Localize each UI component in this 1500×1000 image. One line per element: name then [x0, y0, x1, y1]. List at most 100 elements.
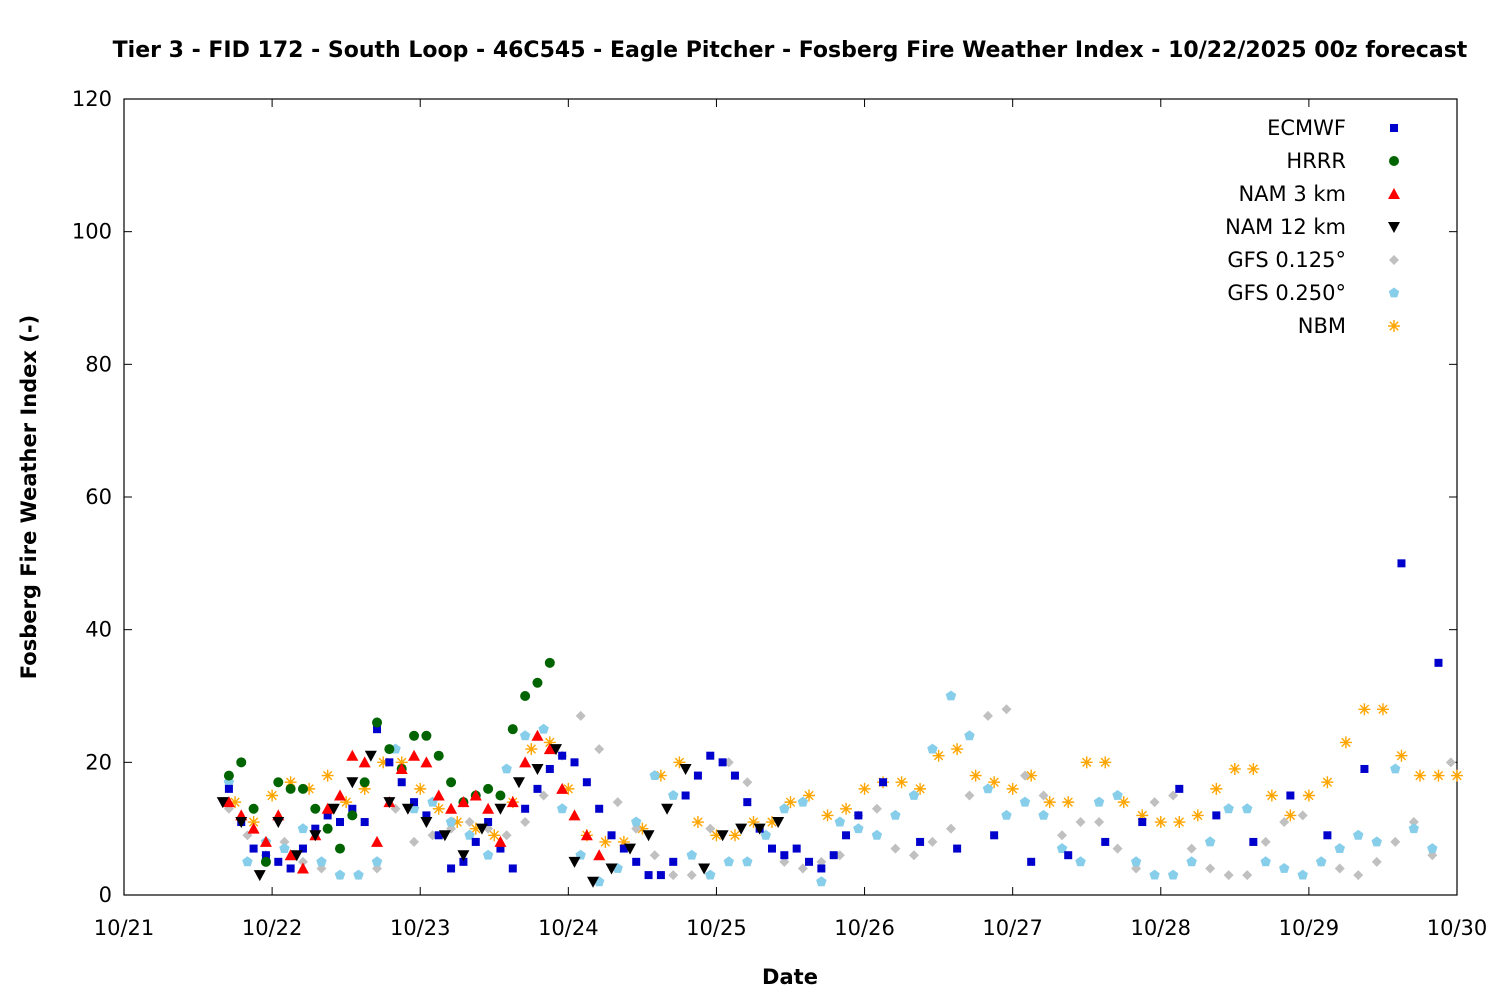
data-point [649, 850, 660, 861]
data-point [982, 783, 994, 794]
data-point [520, 817, 531, 828]
data-point [587, 876, 600, 888]
data-point [1427, 843, 1438, 853]
data-point [1168, 790, 1179, 801]
data-point [1360, 764, 1369, 773]
data-point [521, 804, 530, 813]
data-point [681, 791, 690, 800]
y-tick-label: 40 [85, 618, 112, 642]
data-point [575, 710, 586, 721]
data-point [644, 871, 653, 880]
data-point [797, 796, 809, 807]
series-gfs-0-125- [223, 704, 1456, 881]
data-point [1434, 658, 1443, 667]
data-point [1371, 856, 1382, 867]
data-point [1149, 797, 1160, 808]
data-point [484, 818, 493, 827]
x-tick-label: 10/21 [94, 916, 155, 940]
x-axis-label: Date [762, 965, 818, 989]
data-point [457, 850, 470, 862]
data-point [1297, 810, 1308, 821]
data-point [1080, 756, 1093, 769]
data-point [705, 869, 716, 880]
data-point [964, 730, 975, 741]
data-point [236, 757, 247, 768]
data-point [1321, 776, 1334, 789]
data-point [310, 803, 321, 814]
data-point [447, 864, 456, 873]
data-point [371, 856, 383, 867]
x-tick-label: 10/29 [1279, 916, 1340, 940]
data-point [1228, 762, 1241, 775]
data-point [409, 730, 420, 741]
data-point [1390, 836, 1401, 847]
data-point [673, 756, 686, 769]
data-point [1057, 830, 1068, 841]
data-point [279, 843, 290, 853]
data-point [945, 690, 957, 701]
series-ecmwf [224, 559, 1443, 880]
data-point [686, 849, 697, 860]
data-point [519, 730, 531, 741]
data-point [747, 816, 760, 829]
data-point [495, 790, 506, 801]
data-point [840, 802, 853, 815]
data-point [377, 756, 390, 769]
legend-marker [1388, 188, 1400, 199]
data-point [792, 844, 801, 853]
y-tick-label: 100 [72, 220, 112, 244]
chart-title: Tier 3 - FID 172 - South Loop - 46C545 -… [113, 38, 1468, 63]
data-point [706, 751, 715, 760]
x-tick-label: 10/25 [686, 916, 747, 940]
data-point [1056, 843, 1068, 853]
data-point [908, 850, 919, 861]
x-tick-label: 10/27 [982, 916, 1043, 940]
data-point [1265, 789, 1278, 802]
legend-marker [1388, 222, 1400, 233]
data-point [395, 762, 408, 774]
data-point [395, 756, 408, 769]
x-tick-label: 10/23 [390, 916, 451, 940]
data-point [772, 817, 785, 829]
data-point [482, 802, 495, 814]
data-point [735, 823, 748, 835]
data-point [512, 777, 525, 789]
x-tick-label: 10/26 [834, 916, 895, 940]
data-point [420, 756, 433, 768]
data-point [469, 822, 482, 835]
data-point [247, 816, 260, 829]
data-point [360, 818, 369, 827]
data-point [990, 831, 999, 840]
data-point [691, 816, 704, 829]
data-point [322, 823, 333, 834]
data-point [914, 782, 927, 795]
data-point [1334, 863, 1345, 874]
data-point [632, 857, 641, 866]
data-point [1376, 703, 1389, 716]
data-points [216, 559, 1463, 888]
data-point [668, 870, 679, 881]
legend-label: GFS 0.250° [1227, 281, 1346, 305]
data-point [1025, 769, 1038, 782]
data-point [446, 777, 457, 788]
data-point [1358, 703, 1371, 716]
data-point [1094, 817, 1105, 828]
data-point [829, 851, 838, 860]
data-point [1223, 870, 1234, 881]
data-point [434, 831, 443, 840]
data-point [290, 850, 303, 862]
data-point [821, 809, 834, 822]
data-point [1027, 857, 1036, 866]
data-point [279, 836, 290, 847]
data-point [834, 816, 846, 827]
data-point [817, 864, 826, 873]
data-point [408, 749, 421, 761]
data-point [988, 776, 1001, 789]
data-point [531, 763, 544, 775]
data-point [649, 770, 660, 780]
data-point [286, 864, 295, 873]
data-point [568, 856, 581, 868]
data-point [1038, 790, 1049, 801]
data-point [316, 856, 327, 867]
